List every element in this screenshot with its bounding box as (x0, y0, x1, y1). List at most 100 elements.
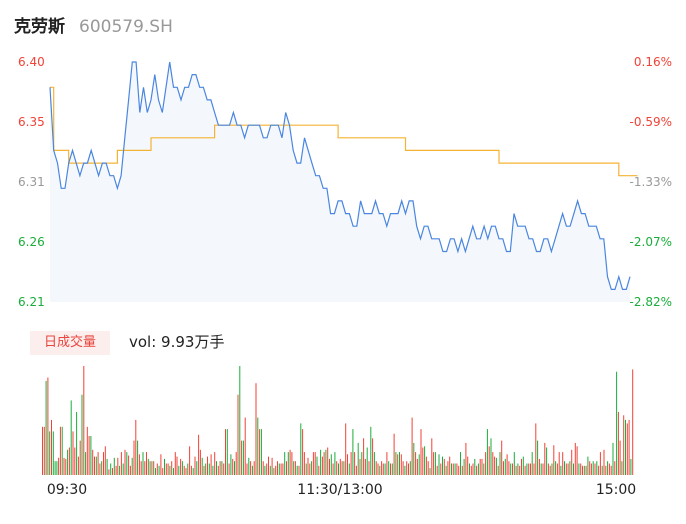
volume-bar (248, 457, 250, 475)
volume-bar (293, 461, 295, 475)
volume-bar (259, 429, 261, 475)
volume-bar (104, 446, 106, 475)
volume-bar (354, 452, 356, 475)
volume-bar (590, 463, 592, 475)
volume-bar (447, 461, 449, 475)
volume-bar (246, 463, 248, 475)
volume-bar (79, 440, 81, 475)
volume-bar (303, 452, 305, 475)
volume-bar (262, 461, 264, 475)
volume-bar (513, 452, 515, 475)
volume-bar (540, 463, 542, 475)
volume-bar (151, 461, 153, 475)
volume-bar (517, 463, 519, 475)
volume-bar (382, 463, 384, 475)
volume-bar (95, 456, 97, 475)
volume-bar (623, 415, 625, 475)
volume-bar (120, 452, 122, 475)
volume-bar (589, 461, 591, 475)
volume-bar (153, 461, 155, 475)
volume-bar (158, 465, 160, 475)
volume-bar (605, 465, 607, 475)
volume-bar (397, 454, 399, 475)
volume-bar (458, 465, 460, 475)
volume-bar (146, 452, 147, 475)
volume-bar (133, 440, 135, 475)
volume-bar (253, 461, 255, 475)
volume-bar (465, 442, 467, 475)
volume-bar (338, 463, 339, 475)
volume-bar (460, 452, 461, 475)
volume-bar (128, 455, 130, 475)
volume-bar (255, 383, 257, 475)
volume-bar (616, 371, 618, 475)
volume-bar (52, 431, 54, 475)
volume-bar (210, 454, 212, 475)
volume-bar (531, 452, 533, 475)
volume-bar (357, 442, 359, 475)
volume-bar (239, 366, 241, 475)
volume-bar (61, 426, 63, 475)
volume-bar (583, 465, 585, 475)
volume-bar (427, 461, 429, 475)
volume-bar (135, 419, 137, 475)
volume-bar (167, 463, 169, 475)
volume-bar (117, 457, 119, 475)
volume-bar (192, 468, 194, 475)
volume-bar (483, 463, 485, 475)
volume-bar (560, 465, 562, 475)
volume-bar (429, 468, 431, 475)
volume-bar (370, 426, 372, 475)
volume-bar (212, 465, 214, 475)
volume-bar (332, 463, 334, 475)
volume-bar (88, 436, 90, 475)
volume-bar (119, 465, 121, 475)
daily-volume-tag[interactable]: 日成交量 (30, 331, 110, 355)
volume-bar (594, 463, 596, 475)
volume-bar (268, 456, 269, 475)
volume-bar (418, 454, 420, 475)
volume-bar (477, 463, 479, 475)
volume-bar (298, 465, 300, 475)
volume-bar (74, 447, 76, 475)
volume-bar (592, 461, 594, 475)
time-tick-label: 11:30/13:00 (297, 482, 382, 498)
volume-bar (495, 457, 497, 475)
volume-bar (524, 465, 526, 475)
volume-bar (614, 461, 616, 475)
volume-bar (106, 458, 108, 475)
volume-bar (436, 465, 438, 475)
volume-bar (90, 436, 92, 475)
volume-bar (312, 452, 314, 475)
volume-bar (469, 463, 470, 475)
volume-bar (400, 454, 402, 475)
volume-bars (42, 366, 634, 475)
volume-bar (345, 423, 347, 475)
volume-bar (278, 463, 280, 475)
volume-bar (610, 465, 612, 475)
volume-bar (512, 463, 513, 475)
stock-name: 克劳斯 (14, 17, 65, 37)
volume-bar (173, 468, 174, 475)
volume-bar (434, 452, 436, 475)
volume-bar (223, 463, 225, 475)
volume-bar (156, 463, 158, 475)
volume-bar (155, 468, 156, 475)
volume-bar (451, 463, 452, 475)
volume-bar (399, 452, 400, 475)
volume-bar (341, 461, 343, 475)
price-series-line (49, 61, 631, 290)
stock-title: 克劳斯 600579.SH (14, 12, 173, 40)
volume-bar (58, 457, 60, 475)
volume-bar (352, 429, 354, 475)
volume-bar (355, 465, 357, 475)
volume-bar (499, 452, 501, 475)
volume-bar (571, 449, 573, 475)
volume-bar (68, 447, 70, 475)
volume-bar (86, 426, 88, 475)
volume-bar (142, 452, 144, 475)
price-tick-label: 6.21 (18, 295, 45, 309)
volume-bar (504, 458, 506, 475)
volume-bar (415, 452, 417, 475)
volume-bar (420, 429, 422, 475)
